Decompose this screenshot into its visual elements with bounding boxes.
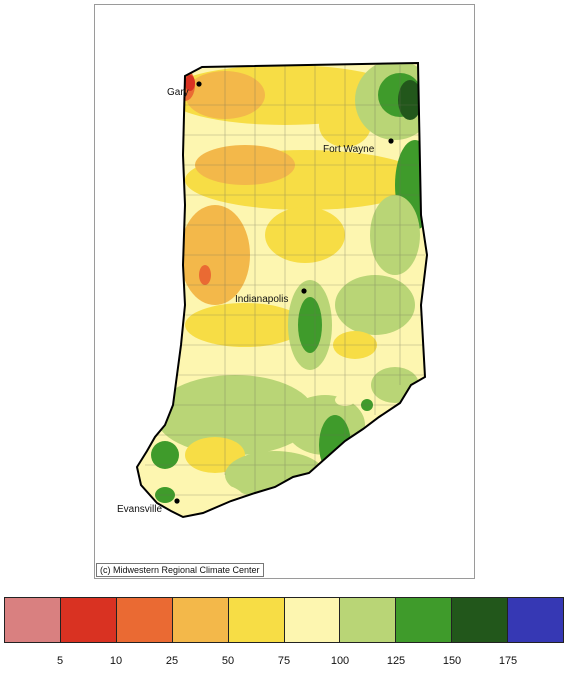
legend-swatch [396, 598, 453, 642]
legend-tick-label: 10 [109, 655, 123, 667]
city-label-evansville: Evansville [117, 504, 162, 515]
legend-swatch [60, 598, 117, 642]
legend-swatch [340, 598, 397, 642]
city-marker [196, 81, 202, 87]
legend-tick-label: 25 [165, 655, 179, 667]
city-label-gary: Gary [167, 87, 189, 98]
indiana-state-outline [135, 61, 429, 519]
city-gary: Gary [167, 81, 202, 98]
map-frame: Gary Fort Wayne Indianapolis Evansville [94, 4, 475, 579]
city-fort-wayne: Fort Wayne [323, 138, 394, 155]
legend-tick-label: 75 [277, 655, 291, 667]
color-legend [4, 597, 564, 643]
city-indianapolis: Indianapolis [235, 288, 307, 305]
legend-tick-label: 50 [221, 655, 235, 667]
legend-swatch [508, 598, 564, 642]
city-label-indianapolis: Indianapolis [235, 294, 288, 305]
city-evansville: Evansville [117, 498, 180, 515]
legend-swatch [284, 598, 341, 642]
legend-swatch [228, 598, 285, 642]
legend-swatch [5, 598, 61, 642]
legend-tick-label: 150 [442, 655, 462, 667]
city-marker [301, 288, 307, 294]
county-borders [145, 65, 425, 496]
legend-tick-label: 175 [498, 655, 518, 667]
legend-tick-label: 5 [56, 655, 64, 667]
legend-swatch [172, 598, 229, 642]
legend-swatch [116, 598, 173, 642]
legend-swatch [452, 598, 509, 642]
credit-label: (c) Midwestern Regional Climate Center [96, 563, 264, 577]
indiana-percent-normal-map: Gary Fort Wayne Indianapolis Evansville [117, 61, 429, 519]
city-marker [174, 498, 180, 504]
city-marker [388, 138, 394, 144]
city-label-fort-wayne: Fort Wayne [323, 144, 375, 155]
legend-tick-label: 125 [386, 655, 406, 667]
legend-tick-label: 100 [330, 655, 350, 667]
